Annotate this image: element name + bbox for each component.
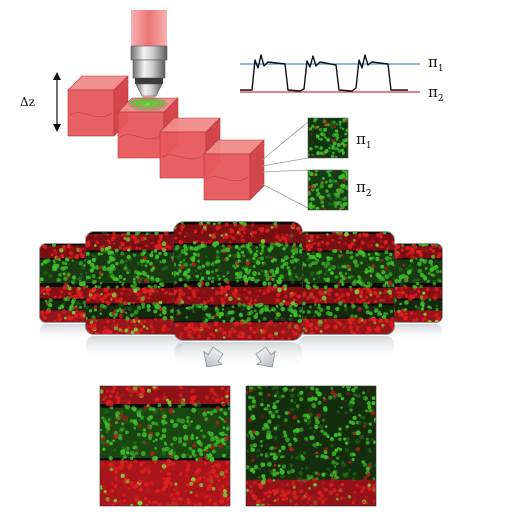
output-image-pi1 bbox=[99, 385, 231, 507]
intensity-trace-panel bbox=[240, 54, 420, 93]
down-right-arrow-icon bbox=[255, 346, 276, 368]
dz-label: Δz bbox=[20, 95, 35, 109]
down-left-arrow-icon bbox=[203, 346, 224, 368]
stack-tile bbox=[297, 231, 395, 335]
stack-tile bbox=[39, 243, 91, 323]
dz-arrow bbox=[53, 72, 61, 132]
intensity-trace bbox=[240, 54, 408, 92]
thumbnail-pi1 bbox=[307, 117, 349, 159]
pi2-thumb-label: π2 bbox=[356, 178, 372, 199]
output-image-pi2 bbox=[245, 385, 377, 507]
stack-tile-reflection bbox=[40, 324, 90, 342]
stack-tile bbox=[85, 231, 183, 335]
stack-tile-reflection bbox=[392, 324, 442, 342]
zoom-connectors bbox=[261, 121, 309, 209]
thumbnail-pi2 bbox=[307, 169, 349, 211]
sample-cube bbox=[203, 139, 265, 201]
laser-beam bbox=[131, 10, 167, 48]
stack-tile bbox=[173, 221, 303, 341]
microscope-objective-icon bbox=[130, 45, 168, 97]
pi1-thumb-label: π1 bbox=[356, 130, 372, 151]
stack-tile-reflection bbox=[86, 336, 182, 359]
stack-tile-reflection bbox=[298, 336, 394, 359]
image-stack-carousel bbox=[39, 221, 443, 341]
fluorescence-spot bbox=[128, 97, 168, 111]
stack-tile-reflection bbox=[174, 342, 302, 368]
pi2-trace-label: π2 bbox=[428, 83, 444, 104]
stack-tile bbox=[391, 243, 443, 323]
pi1-trace-label: π1 bbox=[428, 53, 444, 74]
sample-cube-row bbox=[67, 75, 265, 201]
